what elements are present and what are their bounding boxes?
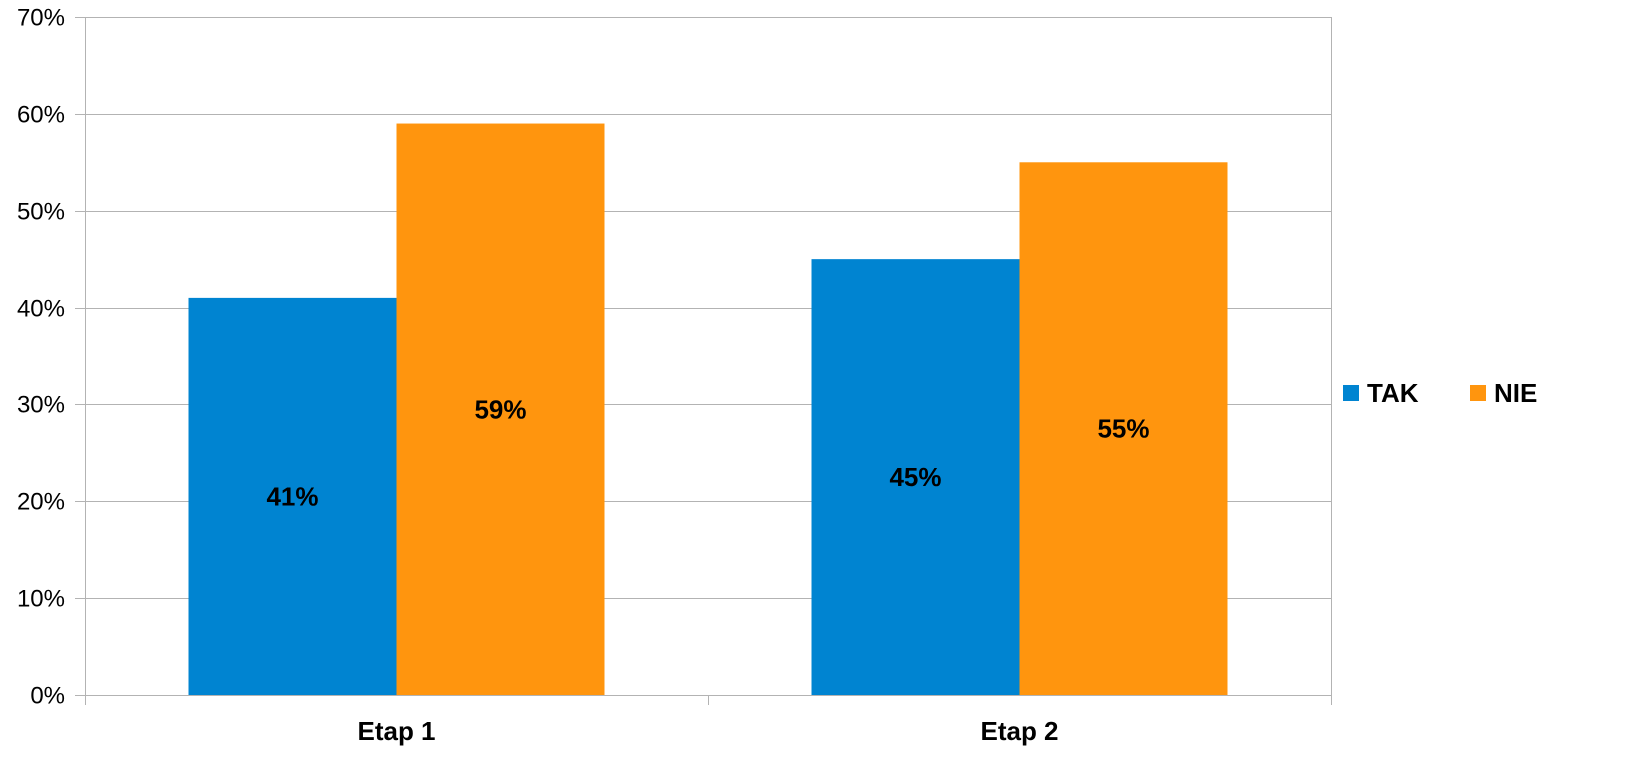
bar-nie-1 (396, 123, 605, 696)
legend: TAK NIE (1343, 378, 1537, 408)
y-tick-label: 70% (17, 5, 65, 32)
axes: 0% 10% 20% 30% 40% 50% 60% 70% Etap 1 Etap 2 (17, 5, 1332, 746)
y-tick-label: 30% (17, 392, 65, 419)
bar-tak-2 (811, 259, 1020, 695)
y-tick-label: 20% (17, 489, 65, 516)
legend-swatch-tak (1343, 385, 1359, 401)
x-category-label: Etap 2 (980, 716, 1058, 746)
y-tick-label: 60% (17, 102, 65, 129)
data-labels: 41% 59% 45% 55% (266, 394, 1149, 511)
x-category-label: Etap 1 (357, 716, 435, 746)
legend-label-nie: NIE (1494, 378, 1537, 408)
data-label: 45% (889, 462, 941, 492)
bar-tak-1 (188, 297, 397, 695)
y-tick-label: 40% (17, 296, 65, 323)
legend-label-tak: TAK (1367, 378, 1419, 408)
y-tick-label: 10% (17, 586, 65, 613)
bars (188, 123, 1228, 696)
legend-swatch-nie (1470, 385, 1486, 401)
y-tick-label: 0% (30, 683, 65, 710)
data-label: 41% (266, 481, 318, 511)
bar-nie-2 (1019, 162, 1228, 696)
y-tick-label: 50% (17, 199, 65, 226)
data-label: 55% (1097, 414, 1149, 444)
data-label: 59% (474, 394, 526, 424)
